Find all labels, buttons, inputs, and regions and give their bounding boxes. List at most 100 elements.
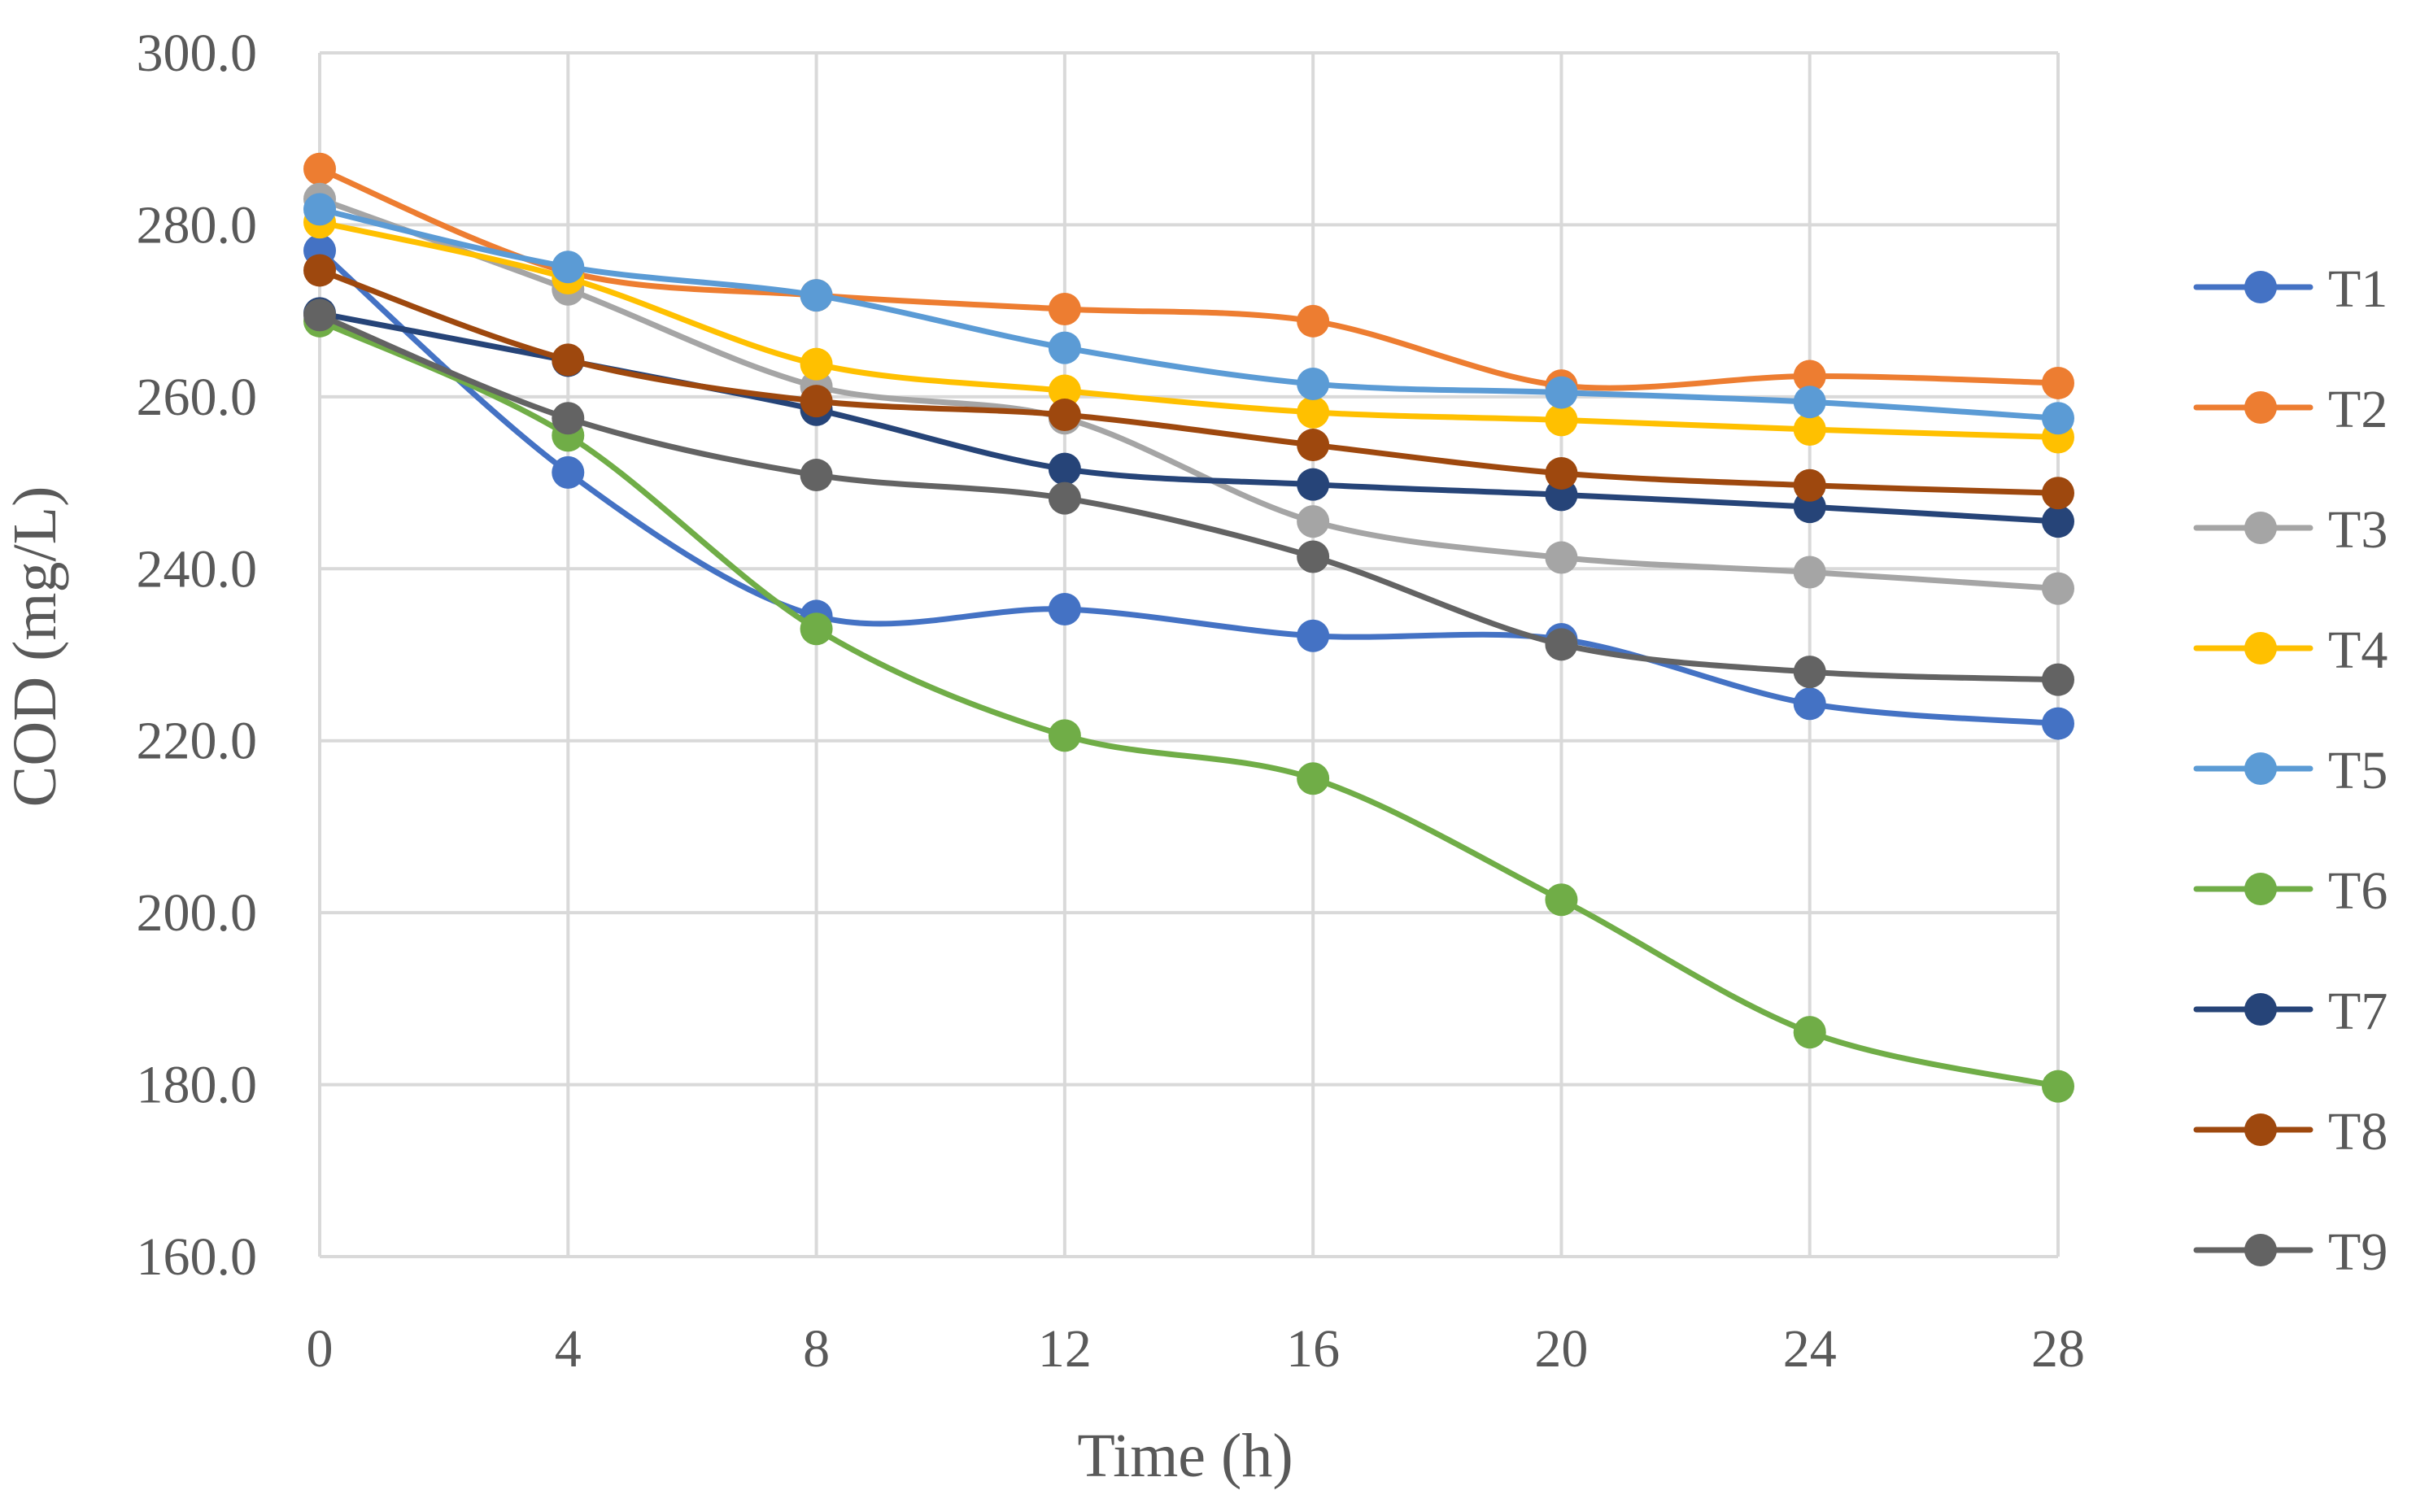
data-point-t9 bbox=[552, 402, 585, 435]
data-point-t6 bbox=[800, 612, 833, 646]
x-axis-title: Time (h) bbox=[1077, 1422, 1293, 1490]
data-point-t1 bbox=[552, 455, 585, 489]
data-point-t2 bbox=[2042, 366, 2074, 399]
legend-swatch-marker bbox=[2244, 1113, 2277, 1146]
x-tick-label: 12 bbox=[1038, 1319, 1092, 1379]
legend-item-t5: T5 bbox=[2193, 741, 2388, 800]
legend-swatch-marker bbox=[2244, 752, 2277, 785]
legend-swatch-marker bbox=[2244, 391, 2277, 424]
series-line-t5 bbox=[316, 206, 2061, 421]
legend-swatch-marker bbox=[2244, 1234, 2277, 1266]
data-point-t6 bbox=[1545, 883, 1578, 917]
y-tick-label: 300.0 bbox=[137, 24, 258, 83]
data-point-t4 bbox=[1048, 374, 1081, 407]
legend-swatch-marker bbox=[2244, 632, 2277, 664]
x-tick-label: 0 bbox=[307, 1319, 334, 1379]
data-point-t2 bbox=[1793, 359, 1826, 393]
x-tick-label: 24 bbox=[1783, 1319, 1837, 1379]
data-point-t9 bbox=[2042, 663, 2074, 696]
legend-item-t3: T3 bbox=[2193, 500, 2388, 560]
x-axis-tick-labels: 0 4 8 12 16 20 24 28 bbox=[307, 1319, 2086, 1379]
data-point-t2 bbox=[1297, 304, 1330, 338]
data-point-t2 bbox=[1048, 293, 1081, 326]
data-point-t9 bbox=[303, 298, 336, 332]
data-point-t5 bbox=[552, 251, 585, 284]
data-point-t5 bbox=[303, 193, 336, 226]
legend-item-t2: T2 bbox=[2193, 380, 2388, 439]
legend: T1 T2 T3 T4 T5 T6 T7 T8 T9 bbox=[2193, 259, 2388, 1282]
data-point-t9 bbox=[1793, 656, 1826, 689]
data-point-t2 bbox=[303, 152, 336, 185]
data-point-t7 bbox=[2042, 505, 2074, 538]
data-point-t6 bbox=[1297, 762, 1330, 795]
data-point-t4 bbox=[1545, 403, 1578, 437]
data-point-t8 bbox=[1048, 399, 1081, 432]
series-line-t4 bbox=[316, 219, 2061, 441]
data-point-t3 bbox=[1793, 556, 1826, 589]
legend-label: T8 bbox=[2328, 1102, 2388, 1161]
x-tick-label: 20 bbox=[1534, 1319, 1588, 1379]
data-point-t5 bbox=[1297, 368, 1330, 400]
y-tick-label: 260.0 bbox=[137, 368, 258, 427]
data-point-t6 bbox=[2042, 1070, 2074, 1103]
data-point-t1 bbox=[1297, 619, 1330, 652]
data-point-t3 bbox=[2042, 572, 2074, 605]
data-point-t8 bbox=[303, 254, 336, 287]
y-axis-tick-labels: 160.0 180.0 200.0 220.0 240.0 260.0 280.0 300.0 bbox=[137, 24, 258, 1287]
x-tick-label: 4 bbox=[555, 1319, 582, 1379]
series-t5 bbox=[303, 193, 2074, 435]
data-point-t5 bbox=[1545, 376, 1578, 409]
data-point-t9 bbox=[1048, 481, 1081, 515]
series-line-t2 bbox=[316, 166, 2061, 391]
data-point-t6 bbox=[1048, 719, 1081, 752]
legend-item-t7: T7 bbox=[2193, 982, 2388, 1041]
data-point-t3 bbox=[1545, 541, 1578, 574]
y-tick-label: 240.0 bbox=[137, 539, 258, 599]
data-point-t5 bbox=[1793, 386, 1826, 419]
data-point-t7 bbox=[1297, 468, 1330, 501]
data-point-t6 bbox=[1793, 1016, 1826, 1049]
x-tick-label: 16 bbox=[1286, 1319, 1340, 1379]
legend-label: T1 bbox=[2328, 259, 2388, 319]
y-axis-title: COD (mg/L) bbox=[1, 486, 69, 808]
legend-swatch-marker bbox=[2244, 993, 2277, 1026]
series-line-t3 bbox=[316, 196, 2061, 592]
legend-item-t8: T8 bbox=[2193, 1102, 2388, 1161]
data-point-t7 bbox=[1048, 452, 1081, 486]
legend-swatch-marker bbox=[2244, 873, 2277, 905]
x-tick-label: 28 bbox=[2031, 1319, 2085, 1379]
data-point-t4 bbox=[800, 347, 833, 381]
legend-item-t6: T6 bbox=[2193, 861, 2388, 921]
series-t9 bbox=[303, 298, 2074, 696]
y-tick-label: 160.0 bbox=[137, 1227, 258, 1287]
y-tick-label: 220.0 bbox=[137, 712, 258, 771]
legend-label: T9 bbox=[2328, 1222, 2388, 1282]
legend-label: T3 bbox=[2328, 500, 2388, 560]
y-tick-label: 180.0 bbox=[137, 1056, 258, 1115]
data-point-t9 bbox=[1545, 628, 1578, 661]
legend-swatch-marker bbox=[2244, 271, 2277, 303]
data-point-t8 bbox=[2042, 477, 2074, 510]
data-point-t4 bbox=[1297, 395, 1330, 429]
data-point-t8 bbox=[1545, 456, 1578, 490]
data-point-t8 bbox=[1793, 468, 1826, 502]
series-line-t8 bbox=[316, 267, 2061, 496]
data-point-t8 bbox=[1297, 429, 1330, 462]
series-t8 bbox=[303, 254, 2074, 510]
data-point-t5 bbox=[2042, 402, 2074, 435]
data-point-t4 bbox=[1793, 413, 1826, 447]
data-point-t9 bbox=[1297, 540, 1330, 573]
y-tick-label: 200.0 bbox=[137, 883, 258, 943]
data-point-t8 bbox=[800, 385, 833, 418]
legend-label: T7 bbox=[2328, 982, 2388, 1041]
data-point-t8 bbox=[552, 343, 585, 377]
y-tick-label: 280.0 bbox=[137, 195, 258, 255]
legend-label: T2 bbox=[2328, 380, 2388, 439]
data-point-t1 bbox=[1793, 687, 1826, 721]
data-point-t1 bbox=[2042, 707, 2074, 740]
data-point-t1 bbox=[1048, 592, 1081, 625]
data-point-t3 bbox=[1297, 505, 1330, 538]
series-lines bbox=[303, 152, 2074, 1103]
legend-swatch-marker bbox=[2244, 512, 2277, 544]
